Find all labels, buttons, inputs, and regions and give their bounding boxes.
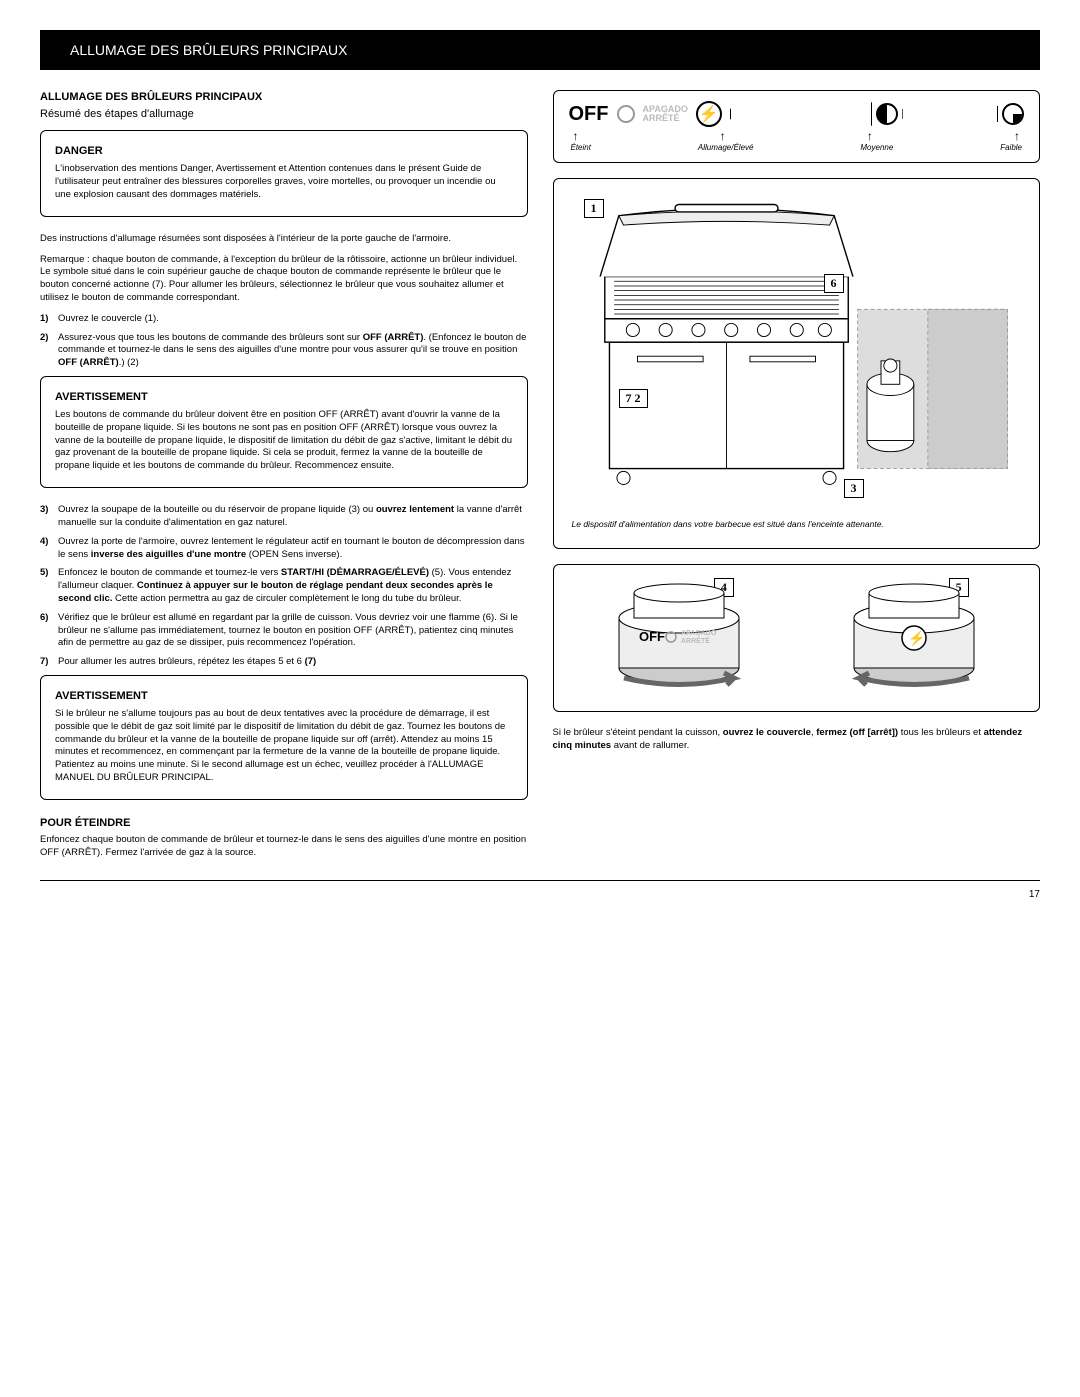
grill-caption: Le dispositif d'alimentation dans votre …: [572, 519, 1022, 530]
step-text: Ouvrez le couvercle (1).: [58, 313, 528, 326]
step-num: 7): [40, 656, 58, 669]
step-num: 3): [40, 504, 58, 517]
scale-label: Allumage/Élevé: [698, 143, 754, 152]
step-2: 2) Assurez-vous que tous les boutons de …: [40, 332, 528, 370]
off-sublabel: APAGADO ARRÊTÉ: [643, 105, 688, 123]
final-note: Si le brûleur s'éteint pendant la cuisso…: [553, 727, 1041, 753]
extinguish-title: POUR ÉTEINDRE: [40, 816, 528, 830]
step-num: 1): [40, 313, 58, 326]
extinguish-text: Enfoncez chaque bouton de commande de br…: [40, 834, 528, 860]
ignite-icon: ⚡: [696, 101, 722, 127]
step-text: Vérifiez que le brûleur est allumé en re…: [58, 612, 528, 650]
half-circle-icon: [876, 103, 898, 125]
marker-3: 3: [844, 479, 864, 498]
step-6: 6) Vérifiez que le brûleur est allumé en…: [40, 612, 528, 650]
scale-label: Faible: [1000, 143, 1022, 152]
arrow-icon: ↑: [1014, 129, 1020, 143]
paragraph: Remarque : chaque bouton de commande, à …: [40, 254, 528, 305]
warning-box-1: AVERTISSEMENT Les boutons de commande du…: [40, 376, 528, 488]
step-7: 7) Pour allumer les autres brûleurs, rép…: [40, 656, 528, 669]
knob-pair-diagram: 4 OFF APAGADO ARRÊTÉ: [553, 564, 1041, 712]
scale-label: Moyenne: [860, 143, 893, 152]
scale-label: Éteint: [571, 143, 591, 152]
svg-text:ARRÊTÉ: ARRÊTÉ: [681, 636, 710, 645]
arrow-icon: ↑: [720, 129, 726, 143]
subtitle: Résumé des étapes d'allumage: [40, 108, 528, 120]
danger-text: L'inobservation des mentions Danger, Ave…: [55, 163, 513, 201]
svg-text:⚡: ⚡: [908, 630, 925, 647]
step-num: 2): [40, 332, 58, 345]
step-text: Enfoncez le bouton de commande et tourne…: [58, 567, 528, 605]
knob-scale-diagram: OFF APAGADO ARRÊTÉ ⚡ ↑: [553, 90, 1041, 163]
step-text: Ouvrez la soupape de la bouteille ou du …: [58, 504, 528, 530]
arrow-icon: ↑: [573, 129, 579, 143]
marker-7: 7 2: [619, 389, 648, 408]
warning-text: Si le brûleur ne s'allume toujours pas a…: [55, 708, 513, 785]
step-num: 5): [40, 567, 58, 580]
paragraph: Des instructions d'allumage résumées son…: [40, 233, 528, 246]
danger-title: DANGER: [55, 145, 513, 157]
warning-text: Les boutons de commande du brûleur doive…: [55, 409, 513, 473]
knob-off-unit: 4 OFF APAGADO ARRÊTÉ: [609, 583, 749, 693]
step-num: 4): [40, 536, 58, 549]
step-4: 4) Ouvrez la porte de l'armoire, ouvrez …: [40, 536, 528, 562]
marker-6: 6: [824, 274, 844, 293]
header-bar: ALLUMAGE DES BRÛLEURS PRINCIPAUX: [40, 30, 1040, 70]
step-1: 1) Ouvrez le couvercle (1).: [40, 313, 528, 326]
off-circle-icon: [617, 105, 635, 123]
danger-box: DANGER L'inobservation des mentions Dang…: [40, 130, 528, 216]
section-title: ALLUMAGE DES BRÛLEURS PRINCIPAUX: [40, 90, 528, 104]
warning-title: AVERTISSEMENT: [55, 690, 513, 702]
off-label: OFF: [569, 103, 609, 126]
step-5: 5) Enfoncez le bouton de commande et tou…: [40, 567, 528, 605]
left-column: ALLUMAGE DES BRÛLEURS PRINCIPAUX Résumé …: [40, 90, 528, 860]
grill-diagram: 1 6 7 2 3 Le dispositif d'alimentation d…: [553, 178, 1041, 549]
step-3: 3) Ouvrez la soupape de la bouteille ou …: [40, 504, 528, 530]
marker-1: 1: [584, 199, 604, 218]
step-text: Assurez-vous que tous les boutons de com…: [58, 332, 528, 370]
warning-box-2: AVERTISSEMENT Si le brûleur ne s'allume …: [40, 675, 528, 800]
svg-text:OFF: OFF: [639, 629, 665, 644]
header-text: ALLUMAGE DES BRÛLEURS PRINCIPAUX: [70, 42, 347, 58]
right-column: OFF APAGADO ARRÊTÉ ⚡ ↑: [553, 90, 1041, 860]
step-text: Ouvrez la porte de l'armoire, ouvrez len…: [58, 536, 528, 562]
quarter-circle-icon: [1002, 103, 1024, 125]
warning-title: AVERTISSEMENT: [55, 391, 513, 403]
step-text: Pour allumer les autres brûleurs, répéte…: [58, 656, 528, 669]
arrow-icon: ↑: [867, 129, 873, 143]
grill-svg: [572, 197, 1022, 506]
page-number: 17: [40, 880, 1040, 900]
step-num: 6): [40, 612, 58, 625]
svg-text:APAGADO: APAGADO: [681, 630, 717, 637]
knob-ignite-unit: 5 ⚡: [844, 583, 984, 693]
